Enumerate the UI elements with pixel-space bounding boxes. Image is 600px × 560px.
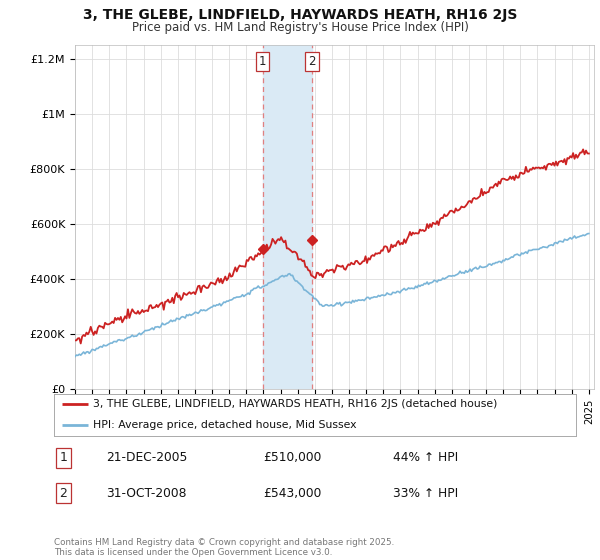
Text: 2: 2 — [308, 55, 316, 68]
Text: 2: 2 — [59, 487, 67, 500]
Text: 3, THE GLEBE, LINDFIELD, HAYWARDS HEATH, RH16 2JS: 3, THE GLEBE, LINDFIELD, HAYWARDS HEATH,… — [83, 8, 517, 22]
Text: 33% ↑ HPI: 33% ↑ HPI — [394, 487, 458, 500]
Text: 44% ↑ HPI: 44% ↑ HPI — [394, 451, 458, 464]
Text: Contains HM Land Registry data © Crown copyright and database right 2025.
This d: Contains HM Land Registry data © Crown c… — [54, 538, 394, 557]
Text: 31-OCT-2008: 31-OCT-2008 — [106, 487, 187, 500]
Text: £510,000: £510,000 — [263, 451, 321, 464]
Text: 1: 1 — [259, 55, 266, 68]
Text: £543,000: £543,000 — [263, 487, 321, 500]
Text: Price paid vs. HM Land Registry's House Price Index (HPI): Price paid vs. HM Land Registry's House … — [131, 21, 469, 34]
Text: 3, THE GLEBE, LINDFIELD, HAYWARDS HEATH, RH16 2JS (detached house): 3, THE GLEBE, LINDFIELD, HAYWARDS HEATH,… — [93, 399, 497, 409]
Text: 21-DEC-2005: 21-DEC-2005 — [106, 451, 188, 464]
Text: 1: 1 — [59, 451, 67, 464]
Text: HPI: Average price, detached house, Mid Sussex: HPI: Average price, detached house, Mid … — [93, 420, 356, 430]
Bar — [263, 45, 312, 389]
